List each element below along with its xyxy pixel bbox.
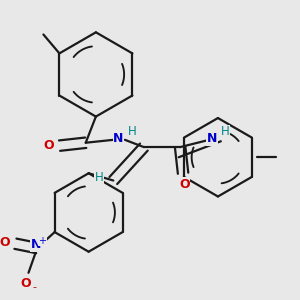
Text: -: - xyxy=(32,282,36,292)
Text: +: + xyxy=(38,236,46,246)
Text: H: H xyxy=(94,170,103,184)
Text: O: O xyxy=(0,236,10,249)
Text: O: O xyxy=(179,178,190,191)
Text: O: O xyxy=(43,139,54,152)
Text: H: H xyxy=(128,125,136,138)
Text: H: H xyxy=(221,125,230,138)
Text: O: O xyxy=(20,277,31,290)
Text: N: N xyxy=(207,132,217,145)
Text: N: N xyxy=(31,238,41,251)
Text: N: N xyxy=(113,132,124,145)
